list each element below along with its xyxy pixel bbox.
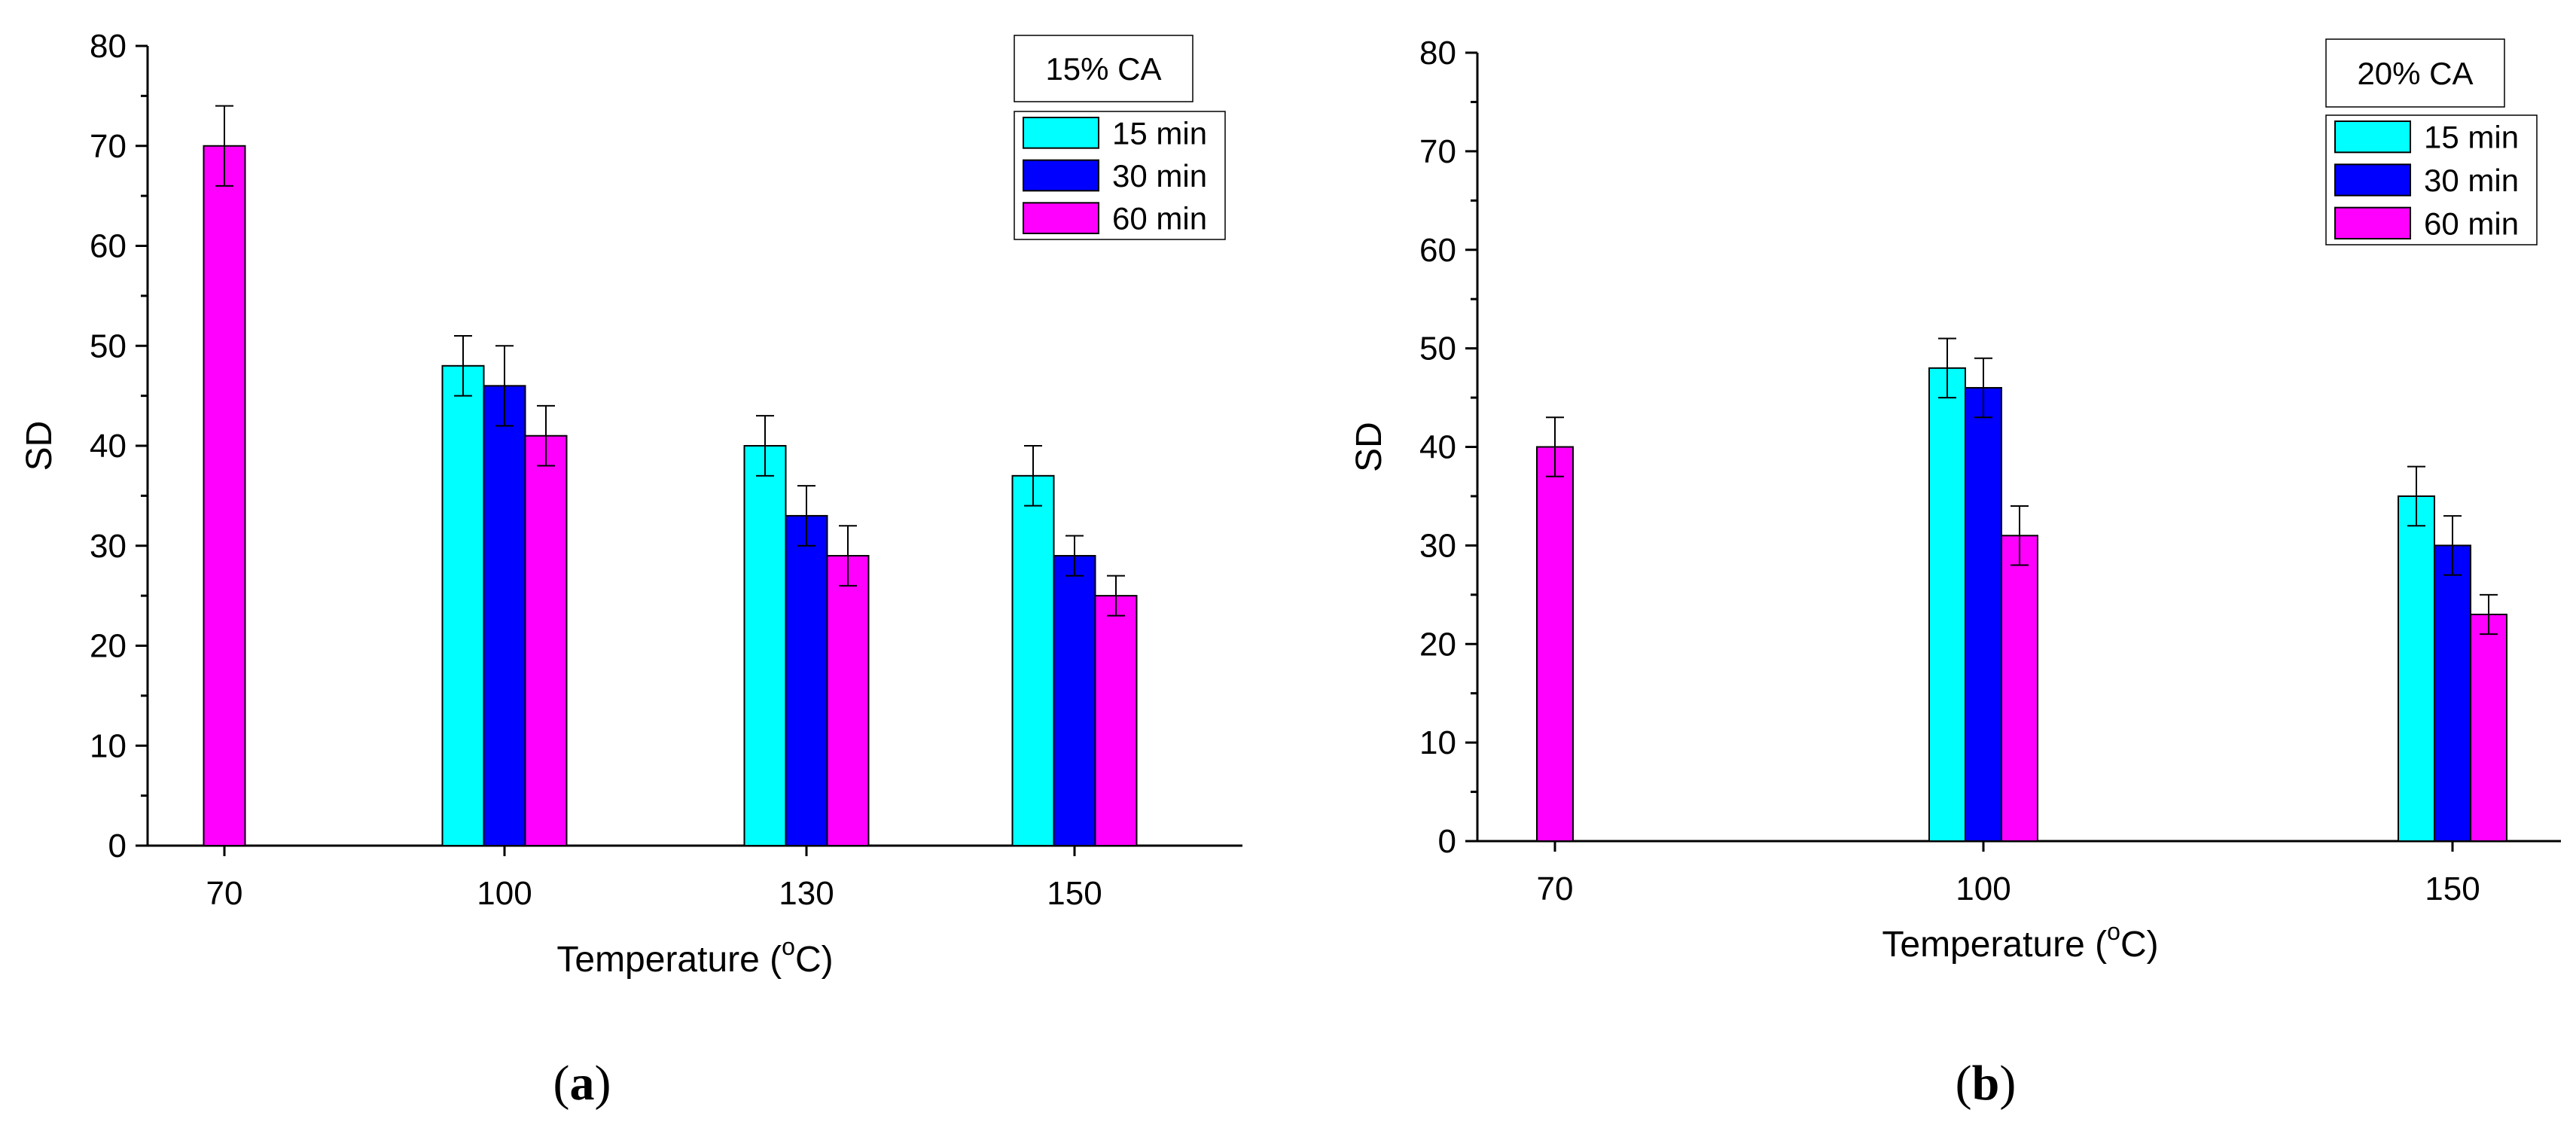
- x-tick-label: 150: [1047, 875, 1102, 912]
- y-tick-label: 20: [1419, 626, 1456, 663]
- x-tick-label: 130: [779, 875, 834, 912]
- legend-title-box: [1014, 35, 1193, 102]
- y-tick-label: 40: [90, 428, 127, 465]
- x-axis-title-main: Temperature (: [556, 940, 782, 980]
- error-bar: [756, 415, 774, 477]
- y-tick-label: 10: [90, 727, 127, 764]
- x-axis-title: Temperature (oC): [1882, 918, 2158, 965]
- error-bar: [1065, 535, 1084, 577]
- error-bar: [2443, 515, 2462, 576]
- bar-30min-100: [483, 385, 526, 846]
- bar-60min-150: [1094, 595, 1138, 846]
- legend-swatch-15min: [1023, 117, 1099, 149]
- panel-label: (b): [1956, 1056, 2017, 1111]
- error-bar: [1974, 357, 1992, 419]
- error-bar: [1938, 337, 1956, 399]
- legend-label: 60 min: [1112, 201, 1207, 236]
- error-bar: [215, 105, 233, 187]
- error-bar: [2407, 465, 2425, 527]
- chart-panel-a: 0 10 20 30 40 50 60 70 80 70 100 130 150 SD Temperatur…: [20, 28, 1242, 1111]
- error-bar: [797, 485, 815, 547]
- legend-swatch-15min: [2334, 120, 2411, 154]
- x-axis-title-sup: o: [2107, 918, 2120, 945]
- y-tick-label: 70: [90, 128, 127, 165]
- panel-label-open: (: [1956, 1056, 1972, 1111]
- error-bar: [2010, 505, 2029, 566]
- y-tick-label: 0: [108, 828, 127, 864]
- y-tick-label: 20: [90, 628, 127, 665]
- y-tick-label: 60: [90, 228, 127, 265]
- y-tick-label: 30: [1419, 527, 1456, 564]
- legend-swatch-60min: [2334, 206, 2411, 239]
- bar-30min-130: [785, 514, 828, 846]
- y-tick-label: 40: [1419, 429, 1456, 466]
- y-tick-label: 80: [1419, 35, 1456, 72]
- bar-15min-150: [1011, 474, 1055, 846]
- legend-title-box: [2325, 38, 2505, 108]
- x-axis-title: Temperature (oC): [556, 933, 833, 980]
- chart-panel-b: 0 10 20 30 40 50 60 70 80 70 100 150 SD Temperature (…: [1349, 35, 2561, 1111]
- error-bar: [2480, 593, 2498, 636]
- legend: 15 min 30 min 60 min: [2325, 114, 2538, 245]
- legend-swatch-30min: [1023, 159, 1099, 192]
- bar-30min-150: [1053, 555, 1096, 847]
- bar-60min-100: [2001, 535, 2038, 842]
- bar-60min-70: [203, 145, 246, 846]
- legend-title: 20% CA: [2357, 56, 2473, 91]
- x-tick-label: 70: [1537, 870, 1574, 907]
- bar-15min-130: [743, 445, 787, 846]
- legend-label: 30 min: [2424, 163, 2519, 198]
- error-bar: [1024, 445, 1042, 507]
- x-tick-label: 100: [477, 875, 532, 912]
- bar-15min-150: [2398, 495, 2435, 842]
- legend-label: 30 min: [1112, 158, 1207, 194]
- legend-title: 15% CA: [1045, 51, 1161, 87]
- x-tick-label: 150: [2425, 870, 2480, 907]
- y-tick-label: 70: [1419, 133, 1456, 170]
- y-tick-label: 60: [1419, 232, 1456, 269]
- y-tick-label: 50: [1419, 331, 1456, 367]
- panel-label-close: ): [1999, 1056, 2016, 1111]
- bar-30min-100: [1965, 386, 2002, 842]
- legend-label: 15 min: [2424, 120, 2519, 155]
- x-tick-label: 100: [1956, 870, 2010, 907]
- x-axis-title-sup: o: [782, 933, 795, 960]
- y-axis-title: SD: [20, 421, 59, 471]
- bar-15min-100: [441, 364, 485, 846]
- legend-swatch-60min: [1023, 202, 1099, 235]
- x-axis-title-main: Temperature (: [1882, 925, 2107, 965]
- x-tick-label: 70: [206, 875, 243, 912]
- legend-label: 60 min: [2424, 206, 2519, 241]
- y-tick-label: 10: [1419, 724, 1456, 761]
- error-bar: [1107, 575, 1125, 617]
- bar-60min-130: [826, 555, 870, 847]
- y-tick-label: 50: [90, 328, 127, 364]
- error-bar: [1546, 416, 1564, 477]
- y-tick-label: 80: [90, 28, 127, 65]
- x-axis-title-end: C): [2120, 925, 2159, 965]
- panel-label-letter: b: [1972, 1056, 2000, 1111]
- legend: 15 min 30 min 60 min: [1014, 111, 1226, 240]
- bar-30min-150: [2434, 544, 2471, 842]
- error-bar: [454, 334, 472, 397]
- panel-label-open: (: [553, 1056, 570, 1111]
- y-tick-label: 0: [1438, 823, 1456, 860]
- error-bar: [495, 345, 514, 427]
- panel-label-close: ): [595, 1056, 611, 1111]
- panel-label: (a): [553, 1056, 611, 1111]
- bar-15min-100: [1928, 367, 1966, 842]
- bar-60min-100: [524, 434, 568, 846]
- y-axis-title: SD: [1349, 422, 1389, 472]
- legend-swatch-30min: [2334, 163, 2411, 197]
- panel-label-letter: a: [570, 1056, 595, 1111]
- error-bar: [537, 404, 555, 467]
- y-tick-label: 30: [90, 528, 127, 565]
- bar-60min-70: [1536, 446, 1574, 842]
- x-axis-title-end: C): [795, 940, 834, 980]
- legend-label: 15 min: [1112, 115, 1207, 151]
- bar-60min-150: [2470, 613, 2507, 842]
- error-bar: [839, 525, 857, 587]
